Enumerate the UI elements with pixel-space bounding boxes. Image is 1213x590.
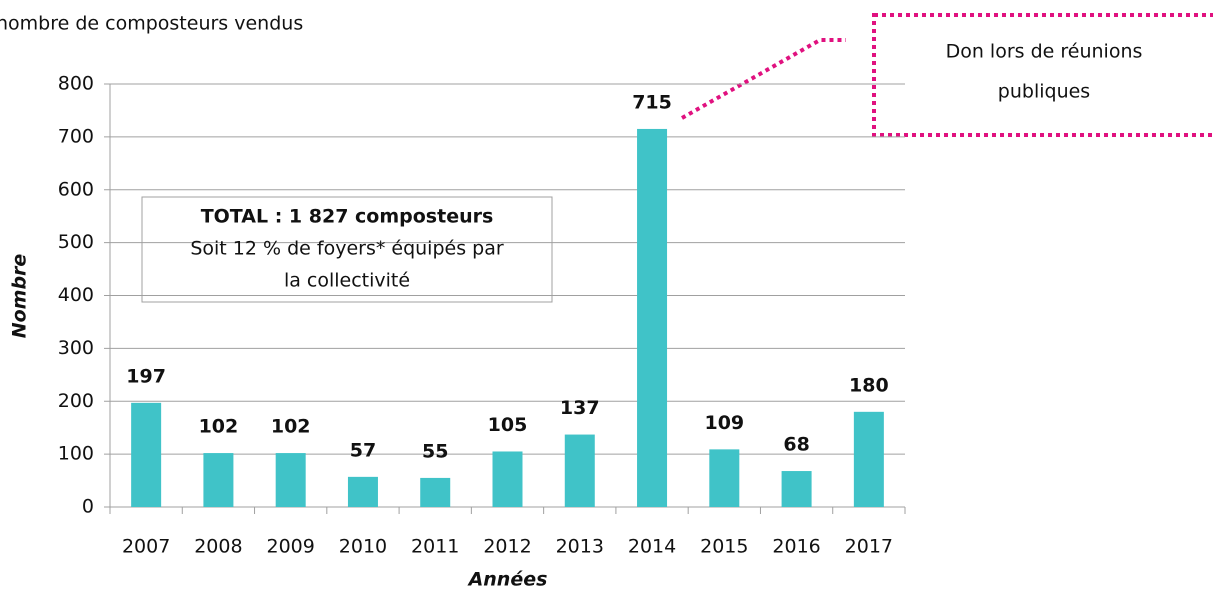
bar (564, 434, 595, 507)
data-label: 55 (422, 440, 448, 462)
x-tick-label: 2016 (772, 536, 820, 558)
x-tick-label: 2013 (556, 536, 604, 558)
text-box-line: Soit 12 % de foyers* équipés par (190, 238, 504, 260)
bar (420, 477, 451, 507)
data-label: 197 (126, 365, 166, 387)
data-label: 109 (704, 412, 744, 434)
x-tick-label: 2009 (267, 536, 315, 558)
data-label: 68 (783, 434, 809, 456)
y-tick-label: 600 (58, 178, 94, 200)
y-tick-label: 800 (58, 73, 94, 95)
callout-box (872, 13, 1213, 137)
text-box-line: la collectivité (284, 270, 410, 292)
bar (637, 128, 668, 507)
y-tick-label: 0 (82, 496, 94, 518)
callout-leader (681, 38, 846, 120)
y-tick-label: 100 (58, 443, 94, 465)
x-tick-label: 2017 (845, 536, 893, 558)
bar (492, 451, 523, 507)
y-tick-label: 200 (58, 390, 94, 412)
bar (781, 471, 812, 507)
text-box (141, 196, 553, 303)
data-label: 180 (849, 374, 889, 396)
bar (275, 453, 306, 507)
data-label: 102 (271, 416, 311, 438)
y-tick-label: 300 (58, 337, 94, 359)
x-tick-label: 2011 (411, 536, 459, 558)
data-label: 715 (632, 91, 672, 113)
y-tick-label: 500 (58, 231, 94, 253)
y-tick-label: 700 (58, 125, 94, 147)
x-tick-label: 2010 (339, 536, 387, 558)
x-axis-label: Années (467, 569, 548, 590)
y-axis-label: Nombre (9, 254, 31, 339)
text-box-line: TOTAL : 1 827 composteurs (201, 206, 494, 228)
x-tick-label: 2014 (628, 536, 676, 558)
bar (853, 411, 884, 507)
bar (347, 476, 378, 507)
bar (709, 449, 740, 507)
x-tick-label: 2012 (483, 536, 531, 558)
bar (131, 402, 162, 507)
y-tick-label: 400 (58, 284, 94, 306)
data-label: 102 (199, 416, 239, 438)
chart-title: nombre de composteurs vendus (0, 13, 303, 35)
bar (203, 453, 234, 507)
callout-line: publiques (998, 81, 1090, 103)
x-tick-label: 2015 (700, 536, 748, 558)
data-label: 137 (560, 397, 600, 419)
x-tick-label: 2008 (194, 536, 242, 558)
x-tick-label: 2007 (122, 536, 170, 558)
data-label: 57 (350, 439, 376, 461)
callout-line: Don lors de réunions (946, 41, 1143, 63)
data-label: 105 (488, 414, 528, 436)
